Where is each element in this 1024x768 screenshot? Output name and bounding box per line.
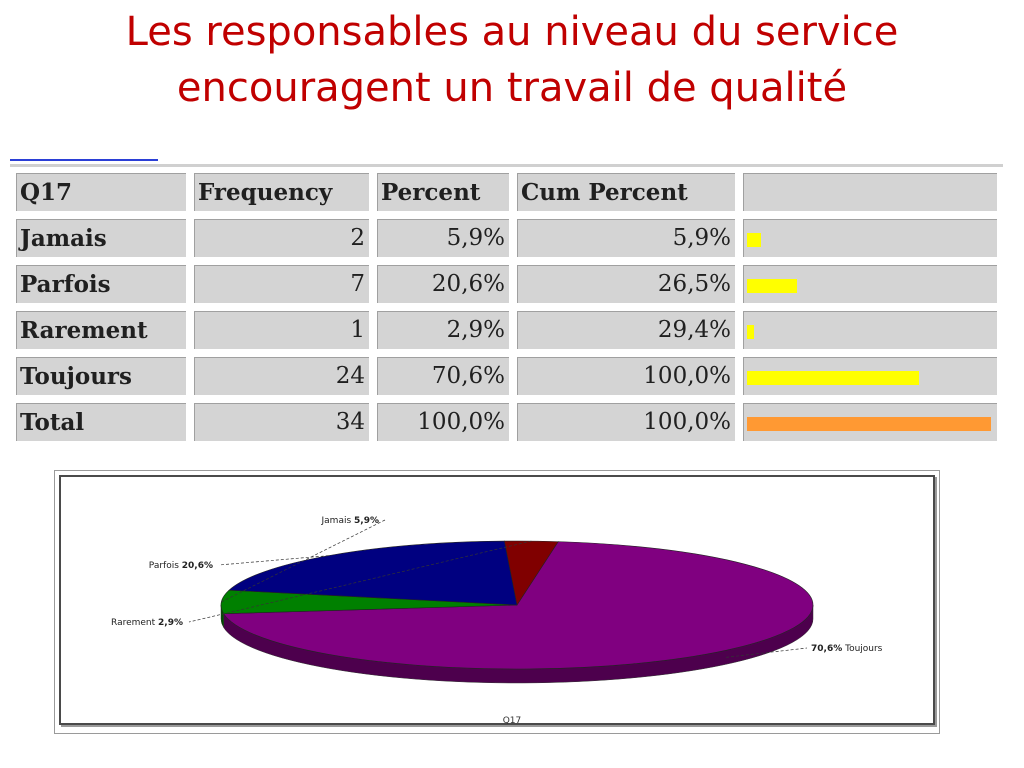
row-percent: 2,9% (375, 309, 511, 351)
row-frequency: 34 (192, 401, 371, 443)
row-bar (747, 233, 761, 247)
header-bar (741, 171, 999, 213)
row-frequency: 7 (192, 263, 371, 305)
pie-slice-parfois (228, 540, 518, 606)
slide-title: Les responsables au niveau du service en… (0, 4, 1024, 116)
row-bar (747, 371, 919, 385)
header-q17: Q17 (14, 171, 188, 213)
header-cum-percent: Cum Percent (515, 171, 737, 213)
row-frequency: 24 (192, 355, 371, 397)
row-bar-cell (741, 355, 999, 397)
row-label: Toujours (14, 355, 188, 397)
leader-line-toujours (725, 647, 808, 658)
row-cum-percent: 29,4% (515, 309, 737, 351)
row-bar-cell (741, 401, 999, 443)
row-label: Parfois (14, 263, 188, 305)
frequency-table: Q17 Frequency Percent Cum Percent Jamais… (10, 164, 1003, 447)
header-percent: Percent (375, 171, 511, 213)
pie-label-jamais: Jamais 5,9% (321, 516, 379, 526)
pie-label-parfois: Parfois 20,6% (149, 561, 213, 571)
table-row-total: Total 34 100,0% 100,0% (14, 401, 999, 443)
link-underline[interactable] (10, 159, 158, 161)
row-cum-percent: 100,0% (515, 401, 737, 443)
chart-title: Q17 (502, 716, 522, 726)
pie-chart-panel: 70,6% Toujours Jamais 5,9% Parfois 20,6% Ra… (59, 475, 935, 725)
pie-label-toujours: 70,6% Toujours (811, 644, 883, 654)
row-cum-percent: 5,9% (515, 217, 737, 259)
row-percent: 70,6% (375, 355, 511, 397)
table-header-row: Q17 Frequency Percent Cum Percent (14, 171, 999, 213)
pie-chart-frame: 70,6% Toujours Jamais 5,9% Parfois 20,6% Ra… (54, 470, 940, 734)
header-frequency: Frequency (192, 171, 371, 213)
leader-line-jamais (221, 519, 386, 603)
row-percent: 5,9% (375, 217, 511, 259)
table-row: Jamais 2 5,9% 5,9% (14, 217, 999, 259)
row-bar (747, 279, 797, 293)
row-percent: 100,0% (375, 401, 511, 443)
table-row: Rarement 1 2,9% 29,4% (14, 309, 999, 351)
table-row: Toujours 24 70,6% 100,0% (14, 355, 999, 397)
row-label: Total (14, 401, 188, 443)
row-percent: 20,6% (375, 263, 511, 305)
row-label: Rarement (14, 309, 188, 351)
leader-line-rarement (188, 540, 532, 623)
row-bar (747, 417, 991, 431)
slide-title-line2: encouragent un travail de qualité (176, 65, 848, 111)
table-row: Parfois 7 20,6% 26,5% (14, 263, 999, 305)
row-frequency: 2 (192, 217, 371, 259)
pie-slice-toujours (223, 541, 814, 670)
pie-label-rarement: Rarement 2,9% (111, 618, 183, 628)
row-cum-percent: 26,5% (515, 263, 737, 305)
leader-line-parfois (218, 555, 329, 566)
row-bar (747, 325, 754, 339)
row-frequency: 1 (192, 309, 371, 351)
row-bar-cell (741, 263, 999, 305)
row-cum-percent: 100,0% (515, 355, 737, 397)
row-bar-cell (741, 217, 999, 259)
row-label: Jamais (14, 217, 188, 259)
row-bar-cell (741, 309, 999, 351)
slide-title-line1: Les responsables au niveau du service (125, 9, 899, 55)
pie-chart: 70,6% Toujours Jamais 5,9% Parfois 20,6% Ra… (111, 516, 883, 684)
